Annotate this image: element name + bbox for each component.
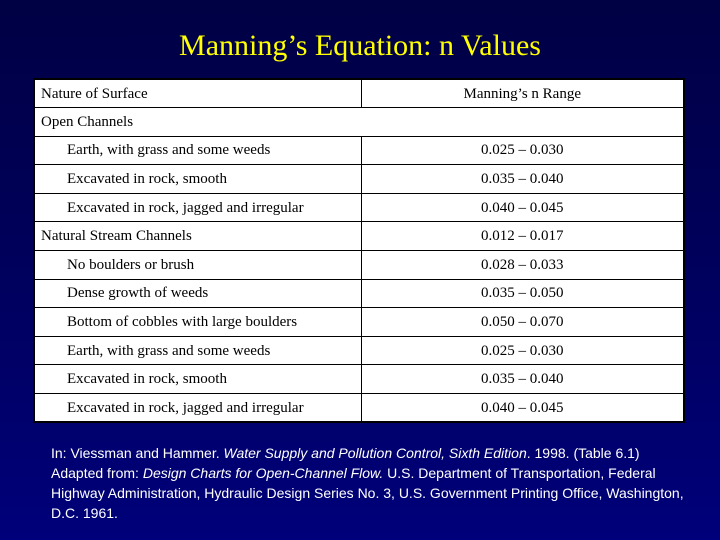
surface-cell: No boulders or brush (33, 250, 362, 280)
table-header-row: Nature of Surface Manning’s n Range (33, 78, 685, 109)
surface-cell: Excavated in rock, smooth (33, 364, 362, 395)
range-cell: 0.035 – 0.040 (360, 364, 685, 395)
slide-title: Manning’s Equation: n Values (179, 29, 541, 62)
range-cell: 0.035 – 0.040 (360, 164, 685, 194)
citation-book-title: Water Supply and Pollution Control, Sixt… (223, 445, 527, 461)
citation: In: Viessman and Hammer. Water Supply an… (51, 443, 691, 523)
table-row: Bottom of cobbles with large boulders 0.… (33, 307, 685, 337)
surface-cell: Earth, with grass and some weeds (33, 135, 362, 166)
surface-cell: Excavated in rock, jagged and irregular (33, 393, 362, 423)
range-cell: 0.028 – 0.033 (360, 250, 685, 280)
table-row: Excavated in rock, jagged and irregular … (33, 393, 685, 423)
citation-text-2: . 1998. (Table 6.1) Adapted from: (51, 445, 640, 481)
table-row: Dense growth of weeds 0.035 – 0.050 (33, 278, 685, 309)
range-cell: 0.025 – 0.030 (360, 135, 685, 166)
citation-source-title: Design Charts for Open-Channel Flow. (142, 465, 384, 481)
table-row: No boulders or brush 0.028 – 0.033 (33, 250, 685, 280)
table-row: Earth, with grass and some weeds 0.025 –… (33, 335, 685, 366)
range-cell: 0.050 – 0.070 (360, 307, 685, 337)
range-cell: 0.040 – 0.045 (360, 393, 685, 423)
surface-cell: Excavated in rock, jagged and irregular (33, 192, 362, 223)
header-nature-of-surface: Nature of Surface (33, 78, 362, 109)
range-cell: 0.012 – 0.017 (360, 221, 685, 252)
mannings-n-table: Nature of Surface Manning’s n Range Open… (33, 78, 685, 424)
range-cell: 0.040 – 0.045 (360, 192, 685, 223)
table-row: Excavated in rock, smooth 0.035 – 0.040 (33, 364, 685, 395)
citation-text-3: U.S. Department of Transportation, Feder… (51, 465, 684, 521)
table-row: Excavated in rock, jagged and irregular … (33, 192, 685, 223)
range-cell: 0.035 – 0.050 (360, 278, 685, 309)
table-row: Open Channels (33, 107, 685, 137)
surface-cell: Excavated in rock, smooth (33, 164, 362, 194)
section-natural-stream-channels: Natural Stream Channels (33, 221, 362, 252)
table-row: Earth, with grass and some weeds 0.025 –… (33, 135, 685, 166)
header-mannings-n-range: Manning’s n Range (360, 78, 685, 109)
section-open-channels: Open Channels (33, 107, 685, 137)
surface-cell: Earth, with grass and some weeds (33, 335, 362, 366)
surface-cell: Bottom of cobbles with large boulders (33, 307, 362, 337)
surface-cell: Dense growth of weeds (33, 278, 362, 309)
table-row: Natural Stream Channels 0.012 – 0.017 (33, 221, 685, 252)
table-row: Excavated in rock, smooth 0.035 – 0.040 (33, 164, 685, 194)
citation-text-1: In: Viessman and Hammer. (51, 445, 224, 461)
range-cell: 0.025 – 0.030 (360, 335, 685, 366)
